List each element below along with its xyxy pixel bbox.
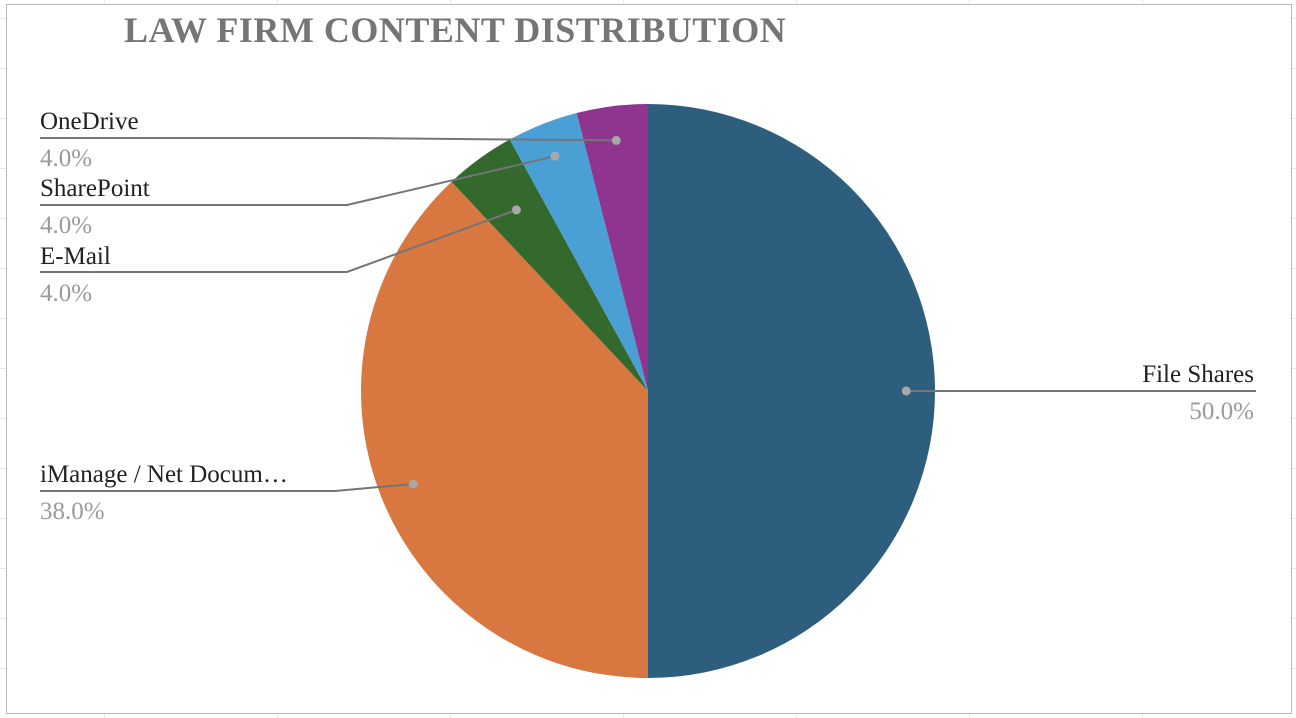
slice-percent-e-mail: 4.0% (40, 280, 92, 307)
leader-dot-imanage-net-docum (408, 479, 418, 489)
pie-slice-sharepoint[interactable] (509, 113, 648, 392)
pie-slice-onedrive[interactable] (576, 104, 648, 391)
pie-slice-imanage-net-docum[interactable] (360, 181, 648, 679)
leader-line-e-mail (40, 208, 517, 273)
slice-label-file-shares: File Shares (1142, 361, 1254, 388)
slice-label-imanage-net-docum: iManage / Net Docum… (40, 461, 288, 488)
slice-percent-imanage-net-docum: 38.0% (40, 498, 105, 525)
leader-dot-onedrive (611, 135, 621, 145)
leader-line-onedrive (40, 137, 617, 142)
leader-dot-sharepoint (550, 151, 560, 161)
slice-label-sharepoint: SharePoint (40, 175, 150, 202)
slice-label-onedrive: OneDrive (40, 108, 139, 135)
slice-percent-sharepoint: 4.0% (40, 212, 92, 239)
pie-slice-e-mail[interactable] (451, 139, 648, 392)
leader-dot-file-shares (901, 386, 911, 396)
slice-percent-file-shares: 50.0% (1189, 398, 1254, 425)
pie-slice-file-shares[interactable] (648, 104, 935, 678)
leader-line-imanage-net-docum (40, 483, 414, 492)
slice-percent-onedrive: 4.0% (40, 145, 92, 172)
leader-line-sharepoint (40, 155, 556, 206)
slice-label-e-mail: E-Mail (40, 243, 111, 270)
leader-dot-e-mail (511, 205, 521, 215)
chart-title: LAW FIRM CONTENT DISTRIBUTION (124, 10, 787, 50)
